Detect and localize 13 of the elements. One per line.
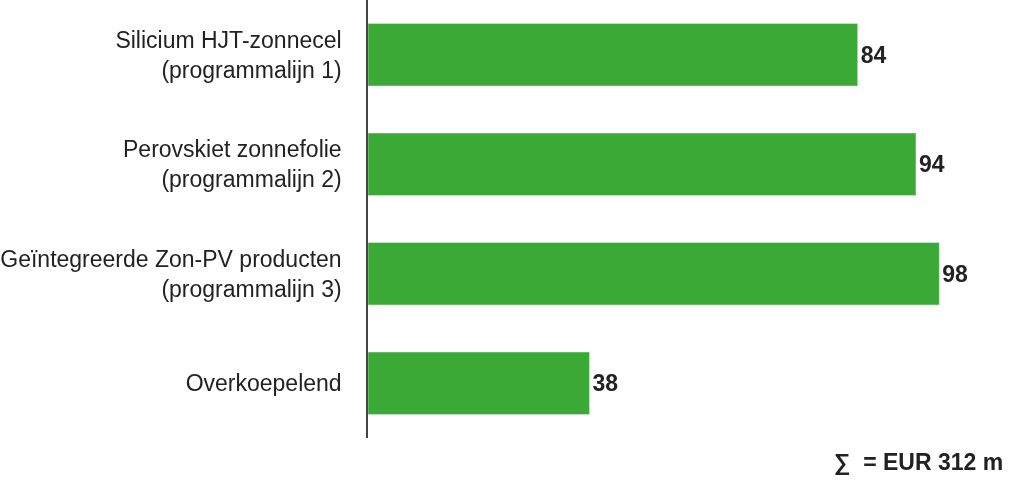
data-label: 38 [592, 370, 619, 397]
text: ∑ = EUR 312 m [834, 449, 1004, 476]
data-label: 84 [860, 41, 887, 68]
y-tick-label: Geïntegreerde Zon-PV producten (programmalijn 3) [0, 245, 342, 302]
y-tick-label: Perovskiet zonnefolie (programmalijn 2) [123, 136, 342, 193]
bar [368, 351, 590, 415]
data-label: 94 [918, 151, 945, 178]
bar [368, 23, 858, 87]
y-tick-label: Silicium HJT-zonnecel (programmalijn 1) [115, 26, 342, 83]
y-tick-label: Overkoepelend [185, 370, 342, 397]
bar [368, 132, 917, 196]
bar [368, 242, 940, 306]
data-label: 98 [942, 260, 969, 287]
